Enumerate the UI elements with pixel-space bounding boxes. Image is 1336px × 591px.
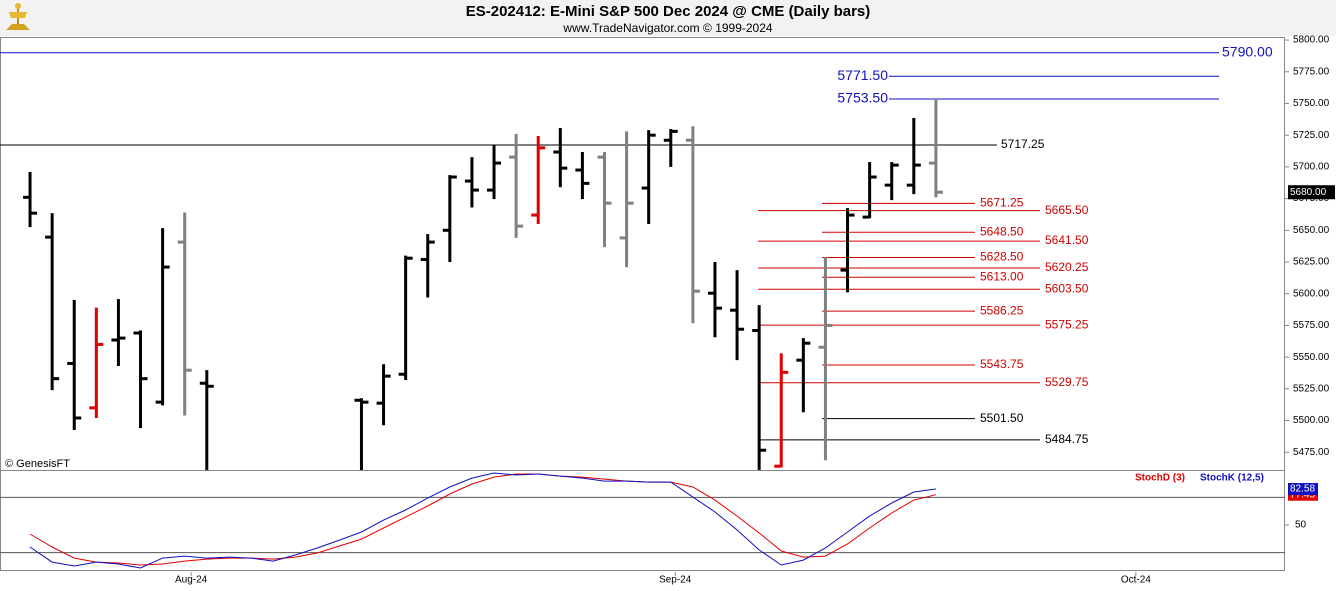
level-label: 5648.50: [980, 224, 1024, 238]
level-label: 5586.25: [980, 303, 1024, 317]
y-tick-label: 5475.00: [1293, 447, 1330, 458]
stoch-line: [29, 473, 937, 566]
stoch-line: [29, 472, 936, 569]
logo: [6, 3, 30, 30]
legend-entry: StochD (3): [1135, 473, 1185, 484]
chart-title: ES-202412: E-Mini S&P 500 Dec 2024 @ CME…: [466, 3, 871, 20]
last-price-label: 5680.00: [1290, 187, 1327, 198]
stoch-tick-label: 50: [1295, 520, 1307, 531]
y-tick-label: 5525.00: [1293, 383, 1330, 394]
y-tick-label: 5550.00: [1293, 352, 1330, 363]
overlay: 5475.00 5500.00 5525.00 5550.00 5575.00 5600.…: [175, 35, 1335, 586]
x-tick-label: Aug-24: [175, 575, 208, 586]
y-tick-label: 5650.00: [1293, 225, 1330, 236]
level-label: 5484.75: [1045, 432, 1089, 446]
level-label: 5790.00: [1222, 43, 1273, 59]
header-band: [0, 0, 1336, 36]
chart-subtitle: www.TradeNavigator.com © 1999-2024: [562, 21, 772, 35]
level-label: 5501.50: [980, 411, 1024, 425]
level-label: 5771.50: [837, 67, 888, 83]
y-tick-label: 5500.00: [1293, 415, 1330, 426]
y-tick-label: 5575.00: [1293, 320, 1330, 331]
stoch-last-box: [1288, 483, 1318, 496]
x-tick-label: Sep-24: [659, 575, 692, 586]
y-tick-label: 5625.00: [1293, 257, 1330, 268]
level-label: 5575.25: [1045, 317, 1089, 331]
x-tick-label: Oct-24: [1121, 575, 1151, 586]
last-price-box: [1288, 185, 1335, 200]
y-tick-label: 5725.00: [1293, 130, 1330, 141]
stoch-last-label: 82.58: [1290, 484, 1315, 495]
plot-frame: [0, 37, 1285, 571]
y-tick-label: 5800.00: [1293, 35, 1330, 46]
level-label: 5671.25: [980, 196, 1024, 210]
level-label: 5641.50: [1045, 233, 1089, 247]
price-panel: [0, 52, 1219, 470]
level-label: 5620.25: [1045, 260, 1089, 274]
stoch-panel: [0, 472, 1285, 569]
level-label: 5717.25: [1001, 137, 1045, 151]
level-label: 5665.50: [1045, 203, 1089, 217]
watermark: © GenesisFT: [5, 458, 70, 470]
legend-entry: StochK (12,5): [1200, 473, 1264, 484]
level-label: 5543.75: [980, 357, 1024, 371]
level-label: 5613.00: [980, 269, 1024, 283]
y-tick-label: 5750.00: [1293, 98, 1330, 109]
level-label: 5628.50: [980, 250, 1024, 264]
y-tick-label: 5700.00: [1293, 162, 1330, 173]
level-label: 5529.75: [1045, 375, 1089, 389]
level-label: 5603.50: [1045, 281, 1089, 295]
y-tick-label: 5775.00: [1293, 66, 1330, 77]
y-tick-label: 5600.00: [1293, 288, 1330, 299]
level-label: 5753.50: [837, 90, 888, 106]
